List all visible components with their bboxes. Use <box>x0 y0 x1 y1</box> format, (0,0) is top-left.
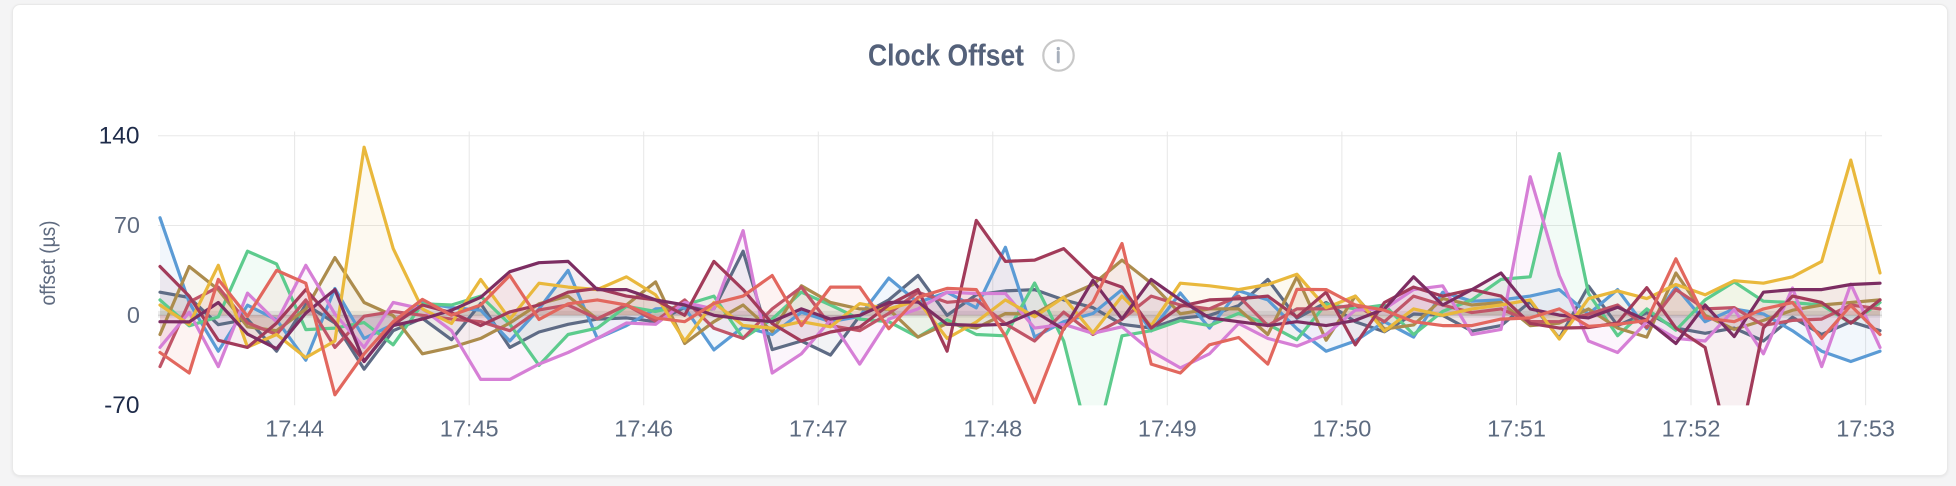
svg-text:0: 0 <box>127 302 140 328</box>
svg-text:offset (µs): offset (µs) <box>37 221 60 306</box>
svg-text:140: 140 <box>99 122 140 149</box>
svg-text:17:52: 17:52 <box>1662 416 1721 442</box>
svg-text:70: 70 <box>114 212 140 238</box>
svg-text:17:44: 17:44 <box>265 416 324 442</box>
svg-text:17:50: 17:50 <box>1312 416 1371 442</box>
svg-text:-70: -70 <box>104 392 139 419</box>
svg-text:17:49: 17:49 <box>1138 416 1197 442</box>
svg-text:17:47: 17:47 <box>789 416 848 442</box>
svg-text:17:53: 17:53 <box>1836 416 1895 442</box>
svg-text:Clock Offset: Clock Offset <box>868 39 1024 73</box>
svg-text:17:48: 17:48 <box>963 416 1022 442</box>
svg-text:17:46: 17:46 <box>614 416 673 442</box>
svg-text:17:45: 17:45 <box>440 416 499 442</box>
svg-text:17:51: 17:51 <box>1487 416 1546 442</box>
